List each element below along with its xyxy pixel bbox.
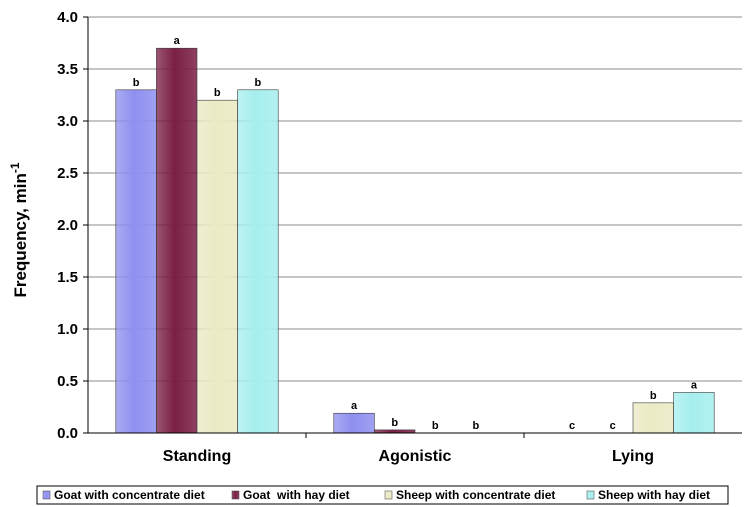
legend-label-goat-with-concentrate-diet: Goat with concentrate diet — [54, 488, 205, 502]
bar-sheep-with-concentrate-diet-lying — [632, 402, 674, 434]
data-label: b — [432, 420, 439, 432]
y-tick-label: 0.5 — [57, 373, 78, 390]
data-label: a — [174, 35, 181, 47]
y-tick-label: 2.5 — [57, 165, 78, 182]
y-tick-label: 0.0 — [57, 425, 78, 442]
bar-sheep-with-concentrate-diet-standing — [196, 99, 238, 434]
data-label: a — [691, 379, 698, 391]
data-label: c — [569, 420, 575, 432]
data-label: b — [255, 77, 262, 89]
legend-frame — [36, 485, 729, 505]
y-tick-label: 1.5 — [57, 269, 78, 286]
legend-swatch-sheep-with-concentrate-diet — [384, 490, 393, 500]
y-axis-label-superscript: -1 — [8, 162, 22, 173]
legend-label-sheep-with-concentrate-diet: Sheep with concentrate diet — [396, 488, 555, 502]
bars — [115, 47, 715, 434]
data-label: b — [650, 390, 657, 402]
x-category-labels: Standing Agonistic Lying — [163, 448, 654, 465]
y-tick-labels: 0.0 0.5 1.0 1.5 2.0 2.5 3.0 3.5 4.0 — [57, 9, 88, 442]
y-tick-label: 4.0 — [57, 9, 78, 26]
legend: Goat with concentrate diet Goat with hay … — [36, 485, 729, 505]
x-category-label-standing: Standing — [163, 448, 231, 465]
data-label: b — [133, 77, 140, 89]
data-labels: b a b b a b b b c c b a — [133, 35, 698, 432]
y-tick-label: 3.5 — [57, 61, 78, 78]
y-tick-label: 2.0 — [57, 217, 78, 234]
data-label: b — [391, 417, 398, 429]
bar-goat-with-hay-diet-standing — [156, 47, 198, 434]
y-tick-label: 1.0 — [57, 321, 78, 338]
data-label: b — [214, 87, 221, 99]
y-tick-label: 3.0 — [57, 113, 78, 130]
data-label: c — [610, 420, 616, 432]
legend-label-goat-with-hay-diet: Goat with hay diet — [243, 488, 350, 502]
bar-goat-with-concentrate-diet-agonistic — [333, 412, 375, 434]
y-axis-label: Frequency, min-1 — [8, 162, 30, 297]
x-category-label-lying: Lying — [612, 448, 654, 465]
bar-sheep-with-hay-diet-standing — [237, 89, 279, 434]
bar-sheep-with-hay-diet-lying — [673, 392, 715, 434]
data-label: b — [473, 420, 480, 432]
bar-goat-with-concentrate-diet-standing — [115, 89, 157, 434]
legend-swatch-goat-with-hay-diet — [231, 490, 240, 500]
x-category-label-agonistic: Agonistic — [379, 448, 452, 465]
legend-swatch-sheep-with-hay-diet — [586, 490, 595, 500]
legend-label-sheep-with-hay-diet: Sheep with hay diet — [598, 488, 710, 502]
data-label: a — [351, 400, 358, 412]
y-axis-label-text: Frequency, min — [11, 173, 30, 297]
legend-swatch-goat-with-concentrate-diet — [42, 490, 51, 500]
